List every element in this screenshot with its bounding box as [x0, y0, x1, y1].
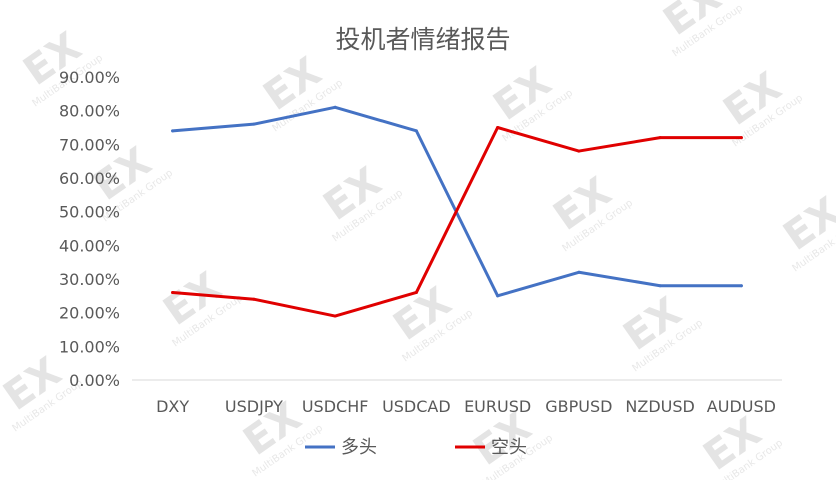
data-point — [739, 284, 743, 288]
x-tick-label: USDCAD — [382, 397, 451, 416]
y-axis: 0.00% 10.00% 20.00% 30.00% 40.00% 50.00% 60.00… — [59, 68, 120, 390]
data-point — [658, 284, 662, 288]
x-tick-label: DXY — [156, 397, 189, 416]
chart-title: 投机者情绪报告 — [335, 25, 510, 54]
data-point — [333, 105, 337, 109]
data-point — [414, 129, 418, 133]
series-layer — [171, 105, 743, 318]
data-point — [658, 136, 662, 140]
x-tick-label: EURUSD — [464, 397, 531, 416]
y-tick-label: 20.00% — [59, 304, 120, 323]
data-point — [333, 314, 337, 318]
legend-label: 空头 — [491, 437, 527, 458]
x-tick-label: USDJPY — [225, 397, 283, 416]
x-tick-label: AUDUSD — [707, 397, 776, 416]
data-point — [252, 297, 256, 301]
y-tick-label: 80.00% — [59, 102, 120, 121]
y-tick-label: 40.00% — [59, 236, 120, 255]
data-point — [739, 136, 743, 140]
data-point — [577, 270, 581, 274]
data-point — [414, 290, 418, 294]
legend-label: 多头 — [341, 437, 377, 458]
y-tick-label: 50.00% — [59, 203, 120, 222]
y-tick-label: 10.00% — [59, 337, 120, 356]
x-tick-label: GBPUSD — [545, 397, 612, 416]
series-line-short — [171, 126, 743, 318]
y-tick-label: 70.00% — [59, 135, 120, 154]
y-tick-label: 60.00% — [59, 169, 120, 188]
x-axis: DXY USDJPY USDCHF USDCAD EURUSD GBPUSD NZDUSD A… — [156, 397, 776, 416]
data-point — [577, 149, 581, 153]
y-tick-label: 0.00% — [69, 371, 120, 390]
series-line-long — [171, 105, 743, 298]
data-point — [171, 290, 175, 294]
data-point — [252, 122, 256, 126]
x-tick-label: NZDUSD — [625, 397, 694, 416]
data-point — [496, 294, 500, 298]
legend: 多头 空头 — [305, 437, 527, 458]
x-tick-label: USDCHF — [302, 397, 369, 416]
y-tick-label: 30.00% — [59, 270, 120, 289]
y-tick-label: 90.00% — [59, 68, 120, 87]
data-point — [171, 129, 175, 133]
data-point — [496, 126, 500, 129]
